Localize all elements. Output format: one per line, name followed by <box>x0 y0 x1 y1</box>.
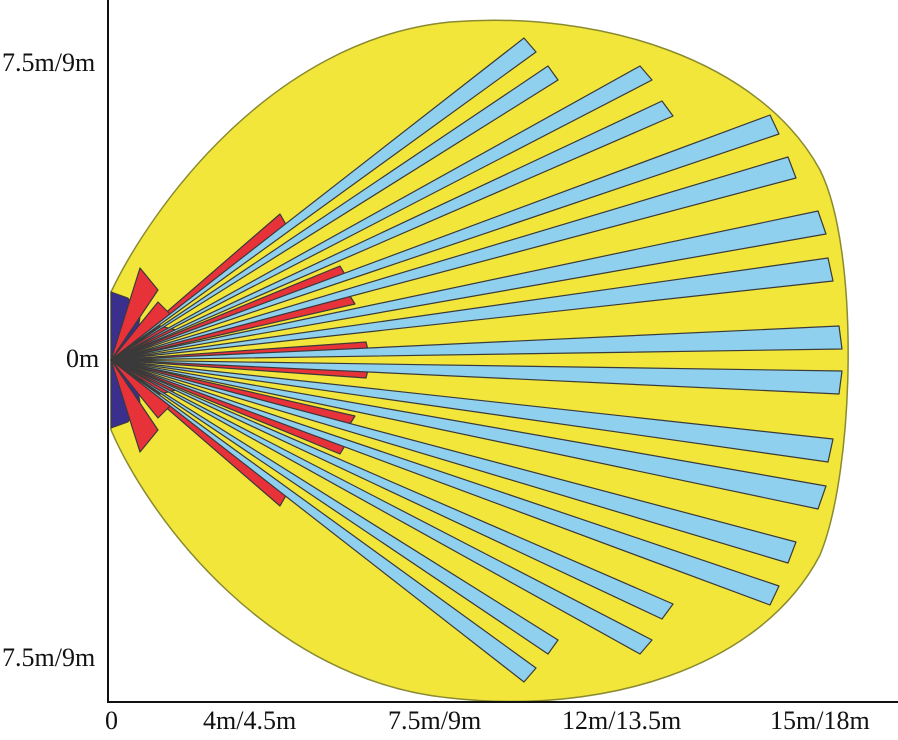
coverage-area <box>110 19 849 703</box>
coverage-area-layer <box>110 19 849 703</box>
axes-layer <box>107 0 898 703</box>
long-range-beam-lower-9 <box>110 359 843 395</box>
x-axis-label-15m: 15m/18m <box>770 706 870 735</box>
long-range-beam-upper-4 <box>110 100 674 361</box>
long-range-beam-upper-1 <box>110 37 537 361</box>
y-axis-label-bottom: 7.5m/9m <box>2 643 96 672</box>
near-beam-upper-1 <box>110 267 159 361</box>
long-range-beam-lower-4 <box>110 359 674 620</box>
long-range-beam-upper-3 <box>110 65 653 361</box>
long-range-beam-upper-7 <box>110 210 827 361</box>
long-range-beam-upper-8 <box>110 257 834 361</box>
long-range-beam-upper-9 <box>110 325 843 361</box>
long-range-beam-lower-8 <box>110 359 834 463</box>
long-range-beam-upper-2 <box>110 65 559 361</box>
long-range-beam-upper-5 <box>110 114 780 361</box>
long-range-beam-lower-5 <box>110 359 780 606</box>
x-axis-label-4m: 4m/4.5m <box>203 706 297 735</box>
long-range-beam-lower-7 <box>110 359 827 510</box>
near-beam-lower-1 <box>110 359 159 453</box>
long-range-beam-lower-1 <box>110 359 537 683</box>
long-range-beam-upper-6 <box>110 156 797 361</box>
long-range-beams-layer <box>110 37 843 683</box>
x-axis-label-12m: 12m/13.5m <box>562 706 682 735</box>
long-range-beam-lower-3 <box>110 359 653 655</box>
y-axis-label-top: 7.5m/9m <box>2 48 96 77</box>
x-axis-label-0: 0 <box>105 706 118 735</box>
x-axis-label-7-5m: 7.5m/9m <box>388 706 482 735</box>
long-range-beam-lower-6 <box>110 359 797 564</box>
y-axis-label-center: 0m <box>66 344 100 373</box>
long-range-beam-lower-2 <box>110 359 559 655</box>
